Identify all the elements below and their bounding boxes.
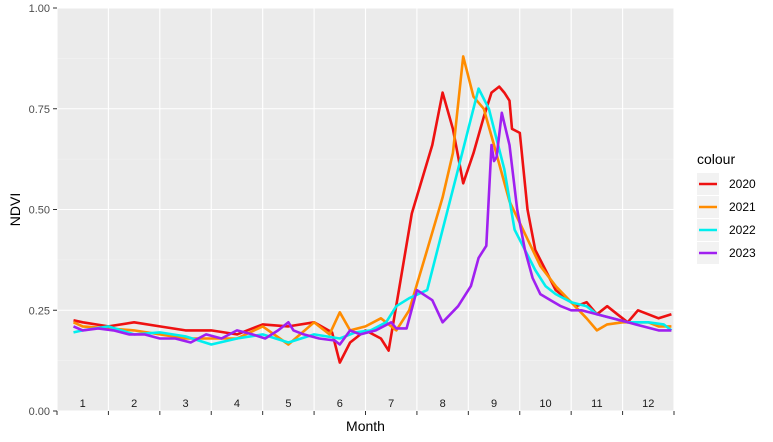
- x-tick-label: 1: [80, 398, 86, 410]
- legend: colour 2020 2021 2022 2023: [697, 151, 756, 264]
- x-tick-label: 3: [182, 398, 188, 410]
- x-tick-label: 6: [337, 398, 343, 410]
- legend-title: colour: [697, 151, 735, 167]
- series-lines: [72, 55, 673, 364]
- legend-label-2023: 2023: [729, 246, 756, 260]
- y-tick-label: 0.75: [29, 104, 50, 116]
- legend-items: 2020 2021 2022 2023: [697, 173, 756, 264]
- x-tick-label: 5: [285, 398, 291, 410]
- x-tick-label: 10: [539, 398, 551, 410]
- x-axis-title: Month: [346, 418, 385, 434]
- y-tick-label: 0.25: [29, 305, 50, 317]
- x-tick-label: 11: [591, 398, 602, 410]
- x-tick-label: 9: [491, 398, 497, 410]
- y-tick-label: 1.00: [29, 3, 50, 15]
- legend-label-2022: 2022: [729, 223, 756, 237]
- x-tick-label: 7: [388, 398, 394, 410]
- y-axis: 0.00 0.25 0.50 0.75 1.00: [29, 3, 57, 418]
- legend-label-2021: 2021: [729, 200, 756, 214]
- x-axis: 1 2 3 4 5 6 7 8 9 10 11 12: [56, 398, 675, 415]
- y-tick-label: 0.50: [29, 205, 50, 217]
- series-line-2020: [73, 85, 672, 364]
- y-tick-label: 0.00: [29, 406, 50, 418]
- series-line-2023: [72, 111, 672, 346]
- legend-label-2020: 2020: [729, 177, 756, 191]
- x-tick-label: 4: [234, 398, 240, 410]
- x-tick-label: 8: [440, 398, 446, 410]
- x-tick-label: 12: [642, 398, 654, 410]
- x-tick-label: 2: [131, 398, 137, 410]
- series-line-2022: [73, 87, 673, 346]
- series-line-2021: [72, 55, 672, 346]
- y-axis-title: NDVI: [7, 193, 23, 226]
